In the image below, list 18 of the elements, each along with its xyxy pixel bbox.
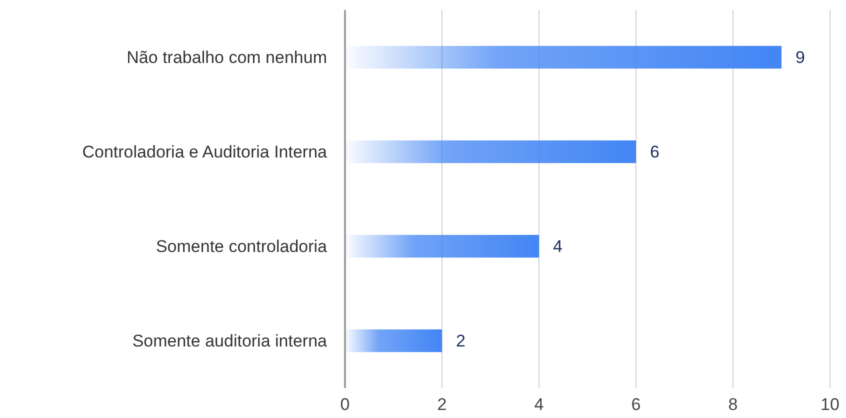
x-tick-label: 6	[631, 395, 641, 414]
data-label: 2	[456, 332, 466, 351]
x-tick-label: 4	[534, 395, 544, 414]
bar	[345, 234, 539, 258]
bar	[345, 46, 782, 69]
y-tick-label: Controladoria e Auditoria Interna	[82, 142, 328, 162]
x-tick-label: 2	[437, 395, 447, 414]
data-label: 9	[796, 48, 805, 68]
y-tick-label: Não trabalho com nenhum	[126, 48, 327, 68]
y-tick-label: Somente controladoria	[156, 237, 328, 256]
x-tick-label: 0	[340, 395, 350, 414]
data-label: 6	[650, 142, 660, 162]
x-tick-label: 8	[728, 395, 738, 414]
bar	[345, 140, 636, 164]
data-label: 4	[553, 237, 562, 256]
y-tick-label: Somente auditoria interna	[132, 332, 328, 351]
x-tick-label: 10	[820, 395, 840, 414]
bar	[345, 329, 442, 352]
